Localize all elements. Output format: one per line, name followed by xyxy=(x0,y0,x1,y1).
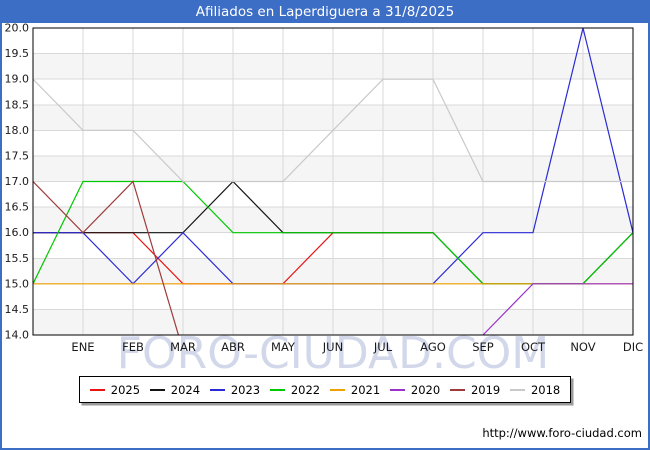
legend-label: 2019 xyxy=(470,382,501,397)
legend-label: 2018 xyxy=(530,382,561,397)
legend-label: 2020 xyxy=(410,382,441,397)
page-title: Afiliados en Laperdiguera a 31/8/2025 xyxy=(195,4,455,20)
legend-label: 2021 xyxy=(350,382,381,397)
y-axis-tick-label: 18.0 xyxy=(5,124,30,137)
y-axis-tick-label: 19.0 xyxy=(5,73,30,86)
series-line-2020 xyxy=(482,283,633,336)
legend-item: 2020 xyxy=(389,382,441,397)
legend-swatch-2025 xyxy=(89,388,105,391)
y-axis-tick-label: 17.0 xyxy=(5,175,30,188)
x-axis-month-label: DIC xyxy=(623,340,643,354)
y-axis-tick-label: 18.5 xyxy=(5,98,30,111)
x-axis-month-label: NOV xyxy=(570,340,595,354)
legend-label: 2025 xyxy=(110,382,141,397)
legend-swatch-2022 xyxy=(269,388,285,391)
y-axis-tick-label: 20.0 xyxy=(5,22,30,35)
legend-item: 2019 xyxy=(449,382,501,397)
y-axis-tick-label: 19.5 xyxy=(5,47,30,60)
x-axis-month-label: MAY xyxy=(271,340,296,354)
legend-item: 2025 xyxy=(89,382,141,397)
legend-label: 2023 xyxy=(230,382,261,397)
watermark-text: FORO-CIUDAD.COM xyxy=(117,328,550,379)
plot-border xyxy=(32,27,634,336)
legend-box: 2025 2024 2023 2022 2021 2020 2019 2018 xyxy=(79,376,571,403)
legend-swatch-2024 xyxy=(149,388,165,391)
x-axis-month-label: ABR xyxy=(221,340,245,354)
x-axis-month-label: SEP xyxy=(472,340,494,354)
y-axis-tick-label: 14.0 xyxy=(5,329,30,342)
x-axis-month-label: JUN xyxy=(322,340,343,354)
legend-item: 2021 xyxy=(329,382,381,397)
footer-url[interactable]: http://www.foro-ciudad.com xyxy=(482,426,642,440)
legend-swatch-2021 xyxy=(329,388,345,391)
legend-item: 2024 xyxy=(149,382,201,397)
legend-swatch-2023 xyxy=(209,388,225,391)
y-axis-tick-label: 15.5 xyxy=(5,252,30,265)
legend-label: 2024 xyxy=(170,382,201,397)
series-line-2019 xyxy=(33,180,180,336)
legend-label: 2022 xyxy=(290,382,321,397)
legend-swatch-2020 xyxy=(389,388,405,391)
legend-swatch-2018 xyxy=(509,388,525,391)
legend-item: 2023 xyxy=(209,382,261,397)
series-line-2018 xyxy=(33,78,633,183)
x-axis-month-label: FEB xyxy=(122,340,144,354)
y-axis-tick-label: 16.0 xyxy=(5,226,30,239)
legend-item: 2018 xyxy=(509,382,561,397)
title-bar: Afiliados en Laperdiguera a 31/8/2025 xyxy=(2,2,648,23)
y-axis-tick-label: 17.5 xyxy=(5,149,30,162)
y-axis-tick-label: 14.5 xyxy=(5,303,30,316)
x-axis-month-label: OCT xyxy=(521,340,546,354)
y-axis-tick-label: 15.0 xyxy=(5,277,30,290)
legend-item: 2022 xyxy=(269,382,321,397)
x-axis-month-label: MAR xyxy=(170,340,196,354)
x-axis-month-label: JUL xyxy=(373,340,393,354)
x-axis-month-label: ENE xyxy=(71,340,94,354)
y-axis-tick-label: 16.5 xyxy=(5,201,30,214)
x-axis-month-label: AGO xyxy=(420,340,446,354)
legend-swatch-2019 xyxy=(449,388,465,391)
